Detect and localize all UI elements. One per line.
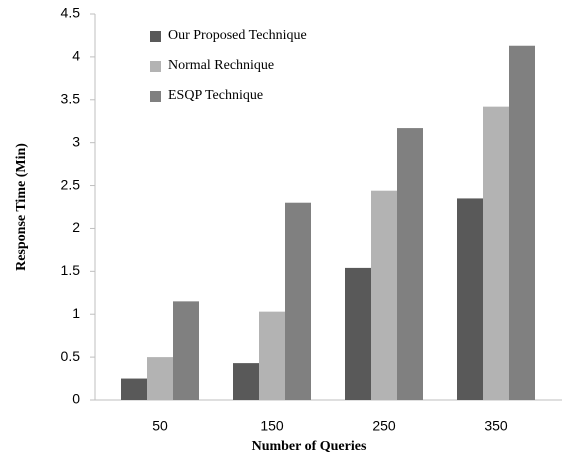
y-axis-title: Response Time (Min) bbox=[14, 143, 29, 271]
legend-swatch bbox=[150, 31, 161, 42]
x-tick-label: 150 bbox=[260, 418, 284, 434]
bar bbox=[173, 301, 199, 400]
bar bbox=[147, 357, 173, 400]
bar bbox=[121, 378, 147, 400]
y-tick-label: 1.5 bbox=[61, 262, 81, 278]
legend-swatch bbox=[150, 61, 161, 72]
bar bbox=[509, 45, 535, 400]
y-tick-label: 3.5 bbox=[61, 90, 81, 106]
bar bbox=[397, 128, 423, 400]
x-tick-label: 250 bbox=[372, 418, 396, 434]
y-tick-label: 3 bbox=[72, 133, 80, 149]
bar bbox=[483, 106, 509, 400]
bar bbox=[259, 311, 285, 400]
bar bbox=[371, 190, 397, 400]
legend-label: Normal Rechnique bbox=[168, 58, 274, 73]
bar bbox=[345, 267, 371, 400]
x-axis-title: Number of Queries bbox=[252, 439, 367, 454]
y-tick-label: 1 bbox=[72, 305, 80, 321]
y-tick-label: 2.5 bbox=[61, 176, 81, 192]
bar bbox=[233, 363, 259, 400]
legend-label: Our Proposed Technique bbox=[168, 28, 307, 43]
legend-label: ESQP Technique bbox=[168, 88, 263, 103]
y-tick-label: 0.5 bbox=[61, 348, 81, 364]
y-tick-label: 2 bbox=[72, 219, 80, 235]
y-tick-label: 4.5 bbox=[61, 5, 81, 21]
x-tick-label: 50 bbox=[152, 418, 168, 434]
y-tick-label: 4 bbox=[72, 48, 80, 64]
y-tick-label: 0 bbox=[72, 391, 80, 407]
bar bbox=[457, 198, 483, 400]
x-tick-label: 350 bbox=[484, 418, 508, 434]
bar bbox=[285, 202, 311, 400]
legend-swatch bbox=[150, 91, 161, 102]
